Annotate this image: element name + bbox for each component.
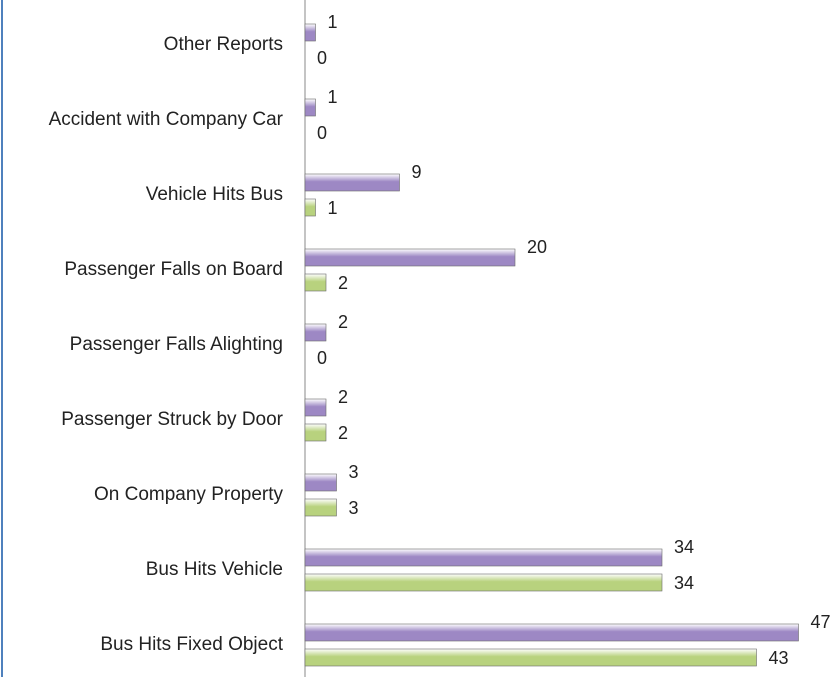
bar	[304, 648, 757, 667]
bar	[304, 248, 516, 267]
bar	[304, 498, 337, 517]
value-label: 2	[338, 273, 348, 293]
value-label: 3	[349, 498, 359, 518]
bar	[304, 398, 327, 417]
value-label: 0	[317, 123, 327, 143]
category-label: Passenger Falls on Board	[64, 259, 283, 280]
bar	[304, 173, 400, 192]
value-label: 20	[527, 237, 547, 257]
value-label: 3	[349, 462, 359, 482]
bar	[304, 323, 327, 342]
bar	[304, 548, 663, 567]
bar	[304, 23, 316, 42]
bar	[304, 198, 316, 217]
bar	[304, 473, 337, 492]
category-label: Accident with Company Car	[48, 109, 283, 130]
category-label: Vehicle Hits Bus	[145, 184, 283, 205]
value-label: 34	[674, 537, 694, 557]
category-label: On Company Property	[93, 484, 283, 505]
category-label: Other Reports	[163, 34, 283, 55]
category-label: Passenger Falls Alighting	[69, 334, 283, 355]
value-label: 1	[328, 87, 338, 107]
bar	[304, 273, 327, 292]
value-label: 2	[338, 423, 348, 443]
value-label: 34	[674, 573, 694, 593]
bar	[304, 98, 316, 117]
bar	[304, 423, 327, 442]
value-label: 43	[769, 648, 789, 668]
value-label: 2	[338, 387, 348, 407]
category-label: Bus Hits Vehicle	[145, 559, 283, 580]
bar	[304, 623, 799, 642]
value-label: 1	[328, 198, 338, 218]
category-label: Passenger Struck by Door	[61, 409, 283, 430]
value-label: 47	[811, 612, 831, 632]
bar	[304, 573, 663, 592]
value-label: 0	[317, 48, 327, 68]
value-label: 9	[412, 162, 422, 182]
category-labels: Other Reports Accident with Company Car Ve…	[0, 0, 283, 677]
category-label: Bus Hits Fixed Object	[100, 634, 283, 655]
value-label: 1	[328, 12, 338, 32]
value-label: 0	[317, 348, 327, 368]
value-label: 2	[338, 312, 348, 332]
